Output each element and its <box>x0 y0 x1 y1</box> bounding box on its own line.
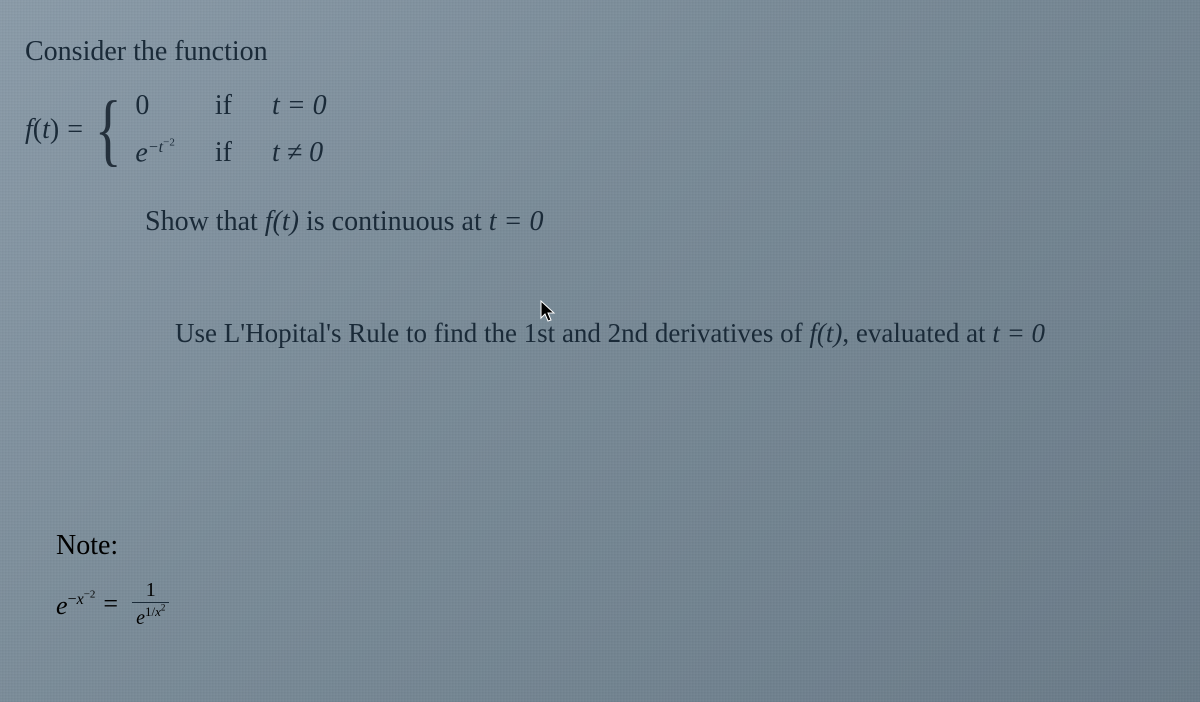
note-equals: = <box>103 589 118 619</box>
problem-content: Consider the function f(t) = { 0 if t = … <box>25 36 1175 459</box>
show-that-line: Show that f(t) is continuous at t = 0 <box>145 206 1175 238</box>
fn-lhs: f(t) <box>25 114 59 146</box>
fraction-numerator: 1 <box>142 580 160 602</box>
note-equation: e−x−2 = 1 e1/x2 <box>56 580 169 629</box>
case-2-condition: t ≠ 0 <box>272 137 327 169</box>
case-1-condition: t = 0 <box>272 90 327 122</box>
note-label: Note: <box>56 530 118 562</box>
use-lhopital-line: Use L'Hopital's Rule to find the 1st and… <box>175 318 1175 349</box>
equals-sign: = <box>67 114 83 146</box>
case-1-value: 0 <box>135 90 174 122</box>
function-definition: f(t) = { 0 if t = 0 e−t−2 if t ≠ 0 <box>25 90 1175 170</box>
note-lhs: e−x−2 <box>56 589 95 621</box>
note-fraction: 1 e1/x2 <box>132 580 169 629</box>
left-brace-icon: { <box>95 90 122 170</box>
case-2-value: e−t−2 <box>135 136 174 170</box>
heading-text: Consider the function <box>25 36 1175 68</box>
case-1-if: if <box>215 90 232 122</box>
fraction-denominator: e1/x2 <box>132 602 169 629</box>
piecewise-cases: 0 if t = 0 e−t−2 if t ≠ 0 <box>135 90 326 170</box>
case-2-if: if <box>215 137 232 169</box>
